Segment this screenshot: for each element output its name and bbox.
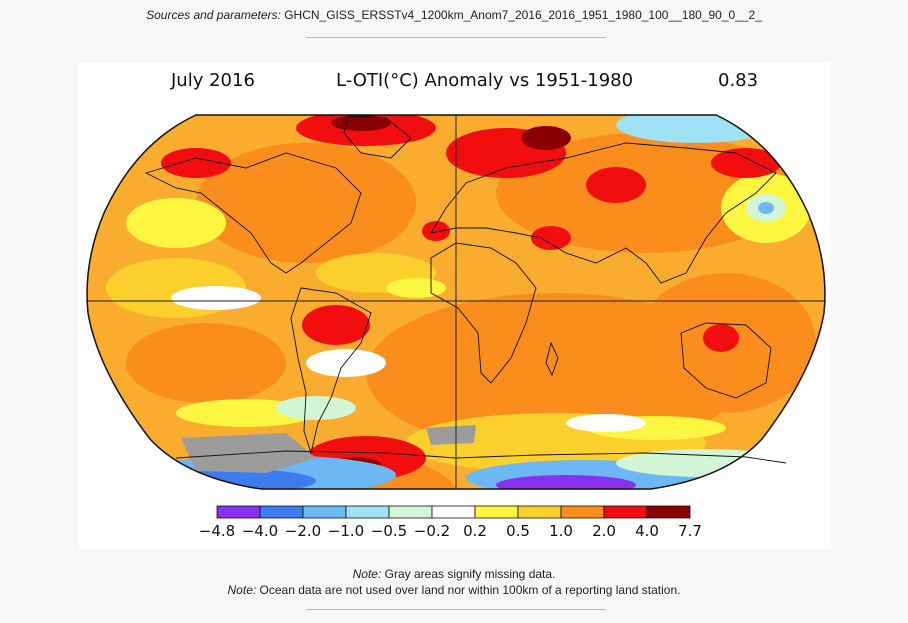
legend-bin	[560, 505, 605, 519]
notes: Note: Gray areas signify missing data. N…	[0, 566, 908, 598]
global-mean-value: 0.83	[718, 70, 759, 91]
anomaly-map	[86, 114, 826, 490]
sources-value: GHCN_GISS_ERSSTv4_1200km_Anom7_2016_2016…	[284, 8, 762, 22]
note-missing-data: Note: Gray areas signify missing data.	[0, 566, 908, 582]
legend-bin	[259, 505, 304, 519]
missing-data-weddell	[426, 425, 476, 445]
coast-greenland	[343, 115, 412, 159]
legend-bin	[517, 505, 562, 519]
field-white-2	[306, 349, 386, 377]
legend-bin	[302, 505, 347, 519]
legend-tick-label: 2.0	[592, 522, 616, 540]
field-red-alaska	[161, 148, 231, 178]
legend-tick-label: −0.5	[371, 522, 407, 540]
top-divider	[306, 37, 606, 38]
legend-tick-label: −2.0	[285, 522, 321, 540]
coast-eurasia	[430, 142, 777, 284]
coast-madagascar	[545, 341, 559, 377]
coast-australia	[680, 322, 772, 399]
globe-outline	[86, 114, 826, 490]
legend-tick-label: 7.7	[678, 522, 702, 540]
field-red-asia	[586, 167, 646, 203]
sources-line: Sources and parameters: GHCN_GISS_ERSSTv…	[0, 8, 908, 22]
bottom-divider	[306, 609, 606, 610]
field-red-spain	[422, 221, 450, 241]
coast-africa	[430, 242, 537, 384]
legend-bins	[216, 505, 691, 519]
legend-tick-label: 0.2	[463, 522, 487, 540]
note-text: Gray areas signify missing data.	[384, 567, 556, 581]
field-white-1	[171, 286, 261, 310]
field-lightyellow-2	[386, 278, 446, 298]
field-red-kamchatka	[711, 148, 781, 178]
coast-antarctica	[175, 450, 787, 464]
coast-south-america	[290, 287, 372, 455]
legend-bin	[603, 505, 648, 519]
field-red-australia	[703, 324, 739, 352]
legend-tick-label: 1.0	[549, 522, 573, 540]
field-purple-antarctic	[496, 475, 636, 489]
map-title: L-OTI(°C) Anomaly vs 1951-1980	[336, 70, 634, 91]
color-legend: −4.8 −4.0 −2.0 −1.0 −0.5 −0.2 0.2 0.5 1.0 2.0 4.0 7…	[200, 505, 702, 540]
field-lightyellow-1	[126, 198, 226, 248]
legend-ticks: −4.8 −4.0 −2.0 −1.0 −0.5 −0.2 0.2 0.5 1.0 2.0 4.0 7…	[200, 522, 702, 540]
legend-tick-label: −0.2	[414, 522, 450, 540]
legend-bin	[431, 505, 476, 519]
legend-bin	[474, 505, 519, 519]
legend-tick-label: −1.0	[328, 522, 364, 540]
field-green-1	[276, 396, 356, 420]
note-label: Note:	[227, 583, 257, 597]
field-red-mideast	[531, 226, 571, 250]
legend-bin	[216, 505, 261, 519]
note-text: Ocean data are not used over land nor wi…	[259, 583, 681, 597]
coastlines	[144, 115, 787, 464]
field-darkred-siberia	[521, 126, 571, 150]
legend-tick-label: 4.0	[635, 522, 659, 540]
note-label: Note:	[352, 567, 382, 581]
field-white-3	[566, 414, 646, 432]
field-darkred-arctic	[331, 115, 391, 131]
legend-bin	[646, 505, 691, 519]
map-month-label: July 2016	[171, 70, 255, 91]
field-blue-nw-pacific	[758, 202, 774, 214]
coast-north-america	[144, 152, 362, 274]
legend-bin	[345, 505, 390, 519]
legend-tick-label: −4.8	[200, 522, 235, 540]
legend-tick-label: 0.5	[506, 522, 530, 540]
field-red-samerica	[302, 305, 370, 345]
note-ocean-data: Note: Ocean data are not used over land …	[0, 582, 908, 598]
field-orange-pacific-e	[126, 323, 286, 403]
legend-bin	[388, 505, 433, 519]
sources-label: Sources and parameters:	[146, 8, 281, 22]
legend-tick-label: −4.0	[242, 522, 278, 540]
